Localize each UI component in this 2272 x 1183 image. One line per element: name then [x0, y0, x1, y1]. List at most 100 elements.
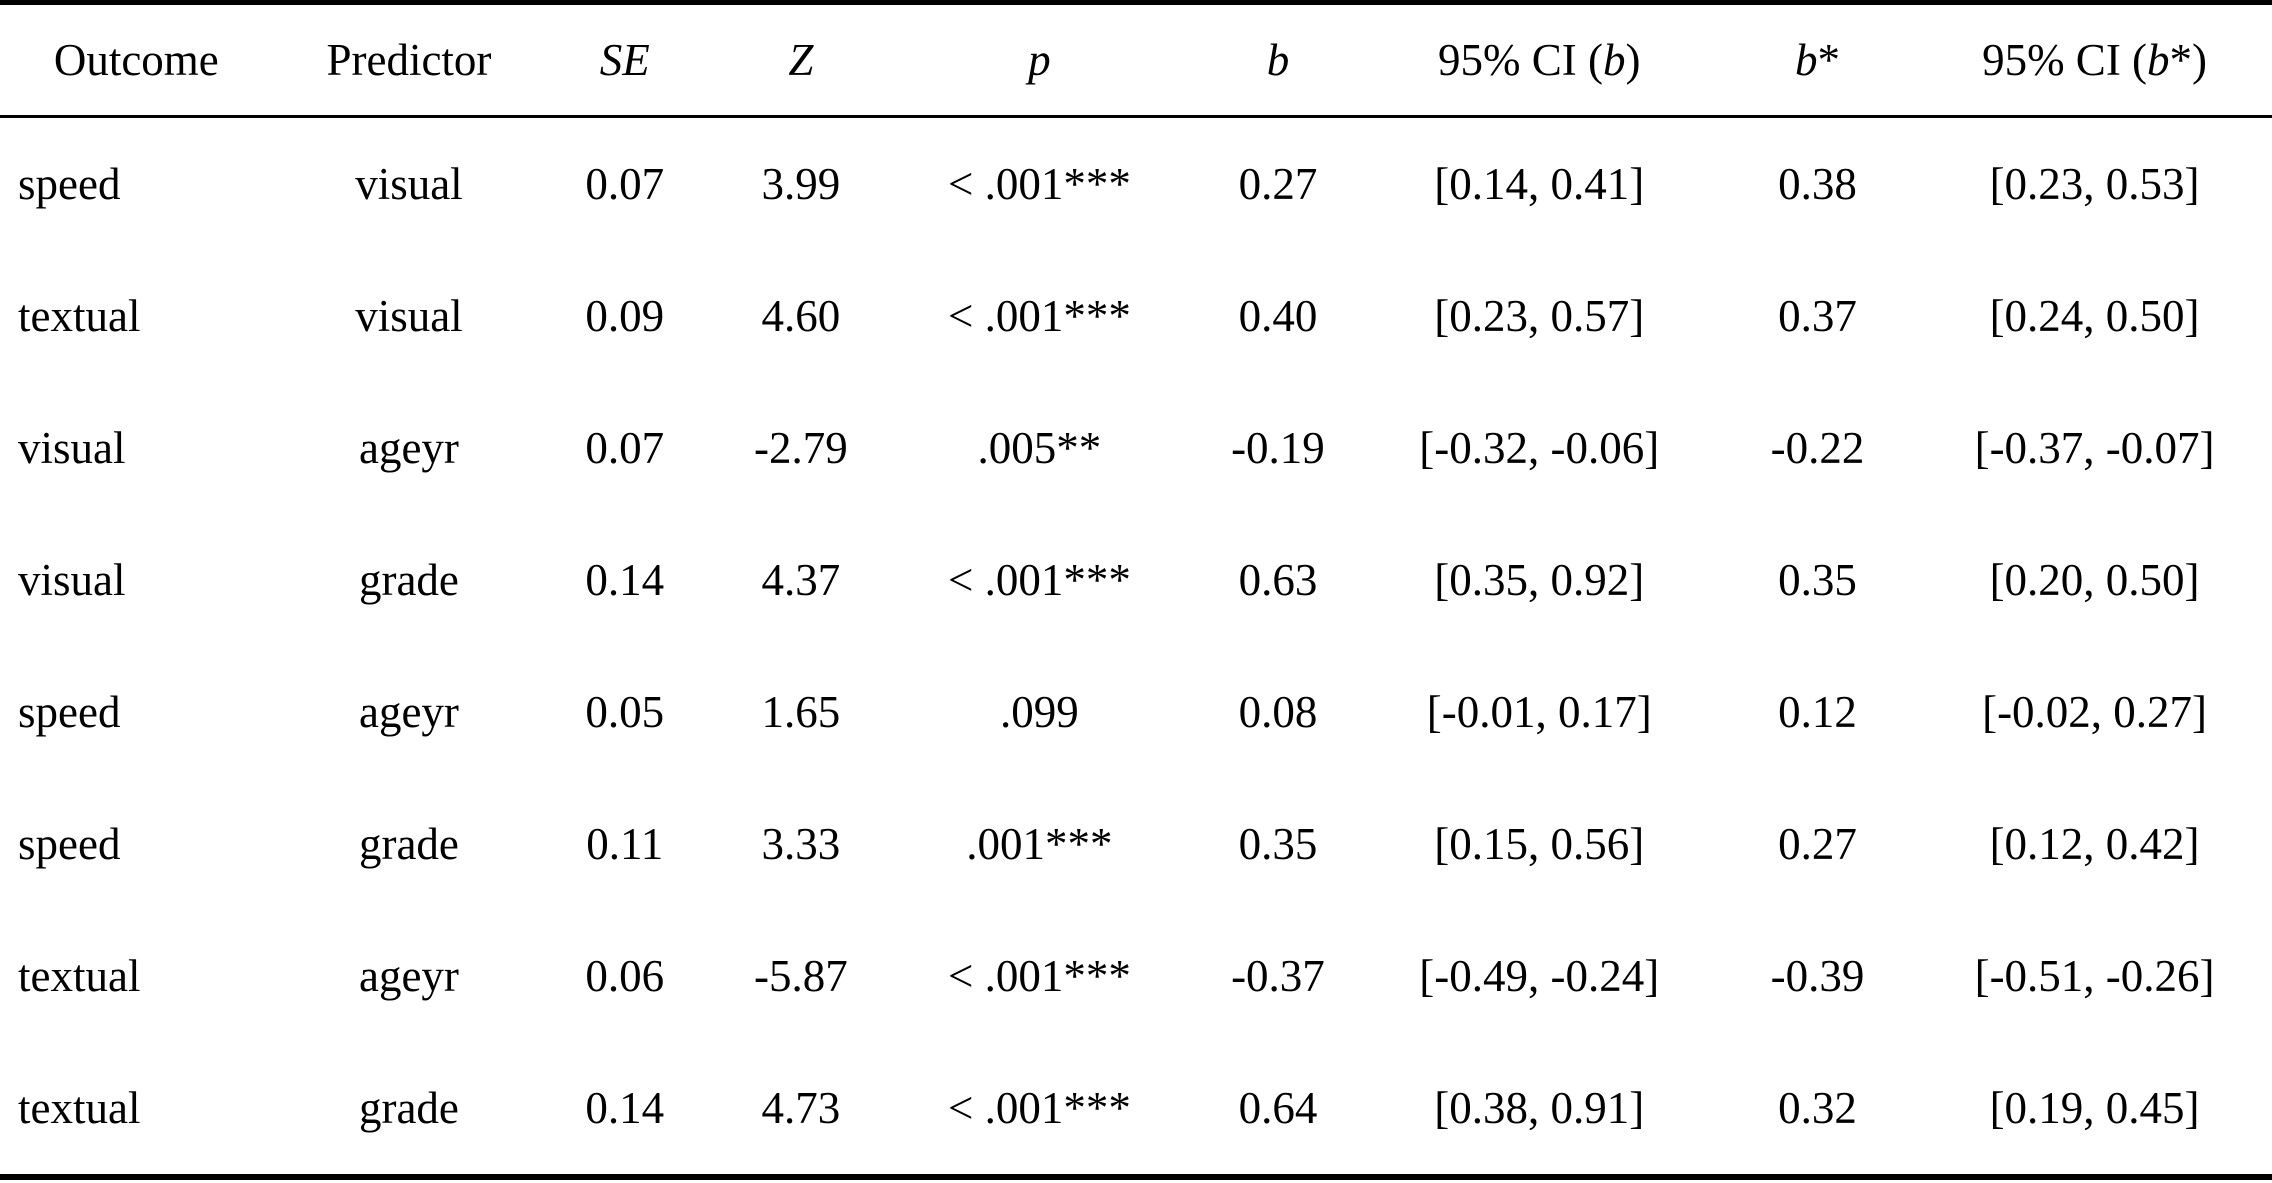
cell-ci_b: [0.15, 0.56]: [1434, 819, 1645, 869]
col-header-ci-b-star-prefix: 95% CI (: [1982, 35, 2148, 85]
cell-outcome: textual: [18, 951, 141, 1001]
cell-b_star: 0.32: [1703, 1042, 1932, 1180]
cell-ci_b: [0.35, 0.92]: [1434, 555, 1645, 605]
cell-ci_b_star: [0.12, 0.42]: [1989, 819, 2200, 869]
cell-z: 1.65: [761, 687, 841, 737]
cell-predictor: grade: [358, 555, 459, 605]
cell-ci_b_star: [0.19, 0.45]: [1931, 1042, 2272, 1180]
cell-predictor: ageyr: [358, 951, 459, 1001]
col-header-b-star-var: b: [1795, 35, 1818, 85]
cell-predictor: ageyr: [358, 423, 459, 473]
cell-ci_b_star: [-0.37, -0.07]: [1974, 423, 2215, 473]
cell-p: .005**: [977, 423, 1102, 473]
col-header-b-star: b*: [1703, 0, 1932, 118]
cell-se: 0.11: [586, 819, 664, 869]
cell-ci_b: [-0.01, 0.17]: [1426, 687, 1652, 737]
table-row: textual grade 0.14 4.73 < .001*** 0.64 [0.38, …: [0, 1042, 2272, 1180]
cell-predictor: visual: [355, 159, 463, 209]
cell-p: .001***: [966, 819, 1113, 869]
table-row: speed ageyr 0.05 1.65 .099 0.08 [-0.01, 0.17] 0…: [0, 646, 2272, 778]
cell-se: 0.07: [585, 423, 665, 473]
col-header-se-label: SE: [599, 35, 650, 85]
cell-b_star: 0.35: [1778, 555, 1857, 605]
cell-p: < .001***: [947, 951, 1131, 1001]
cell-predictor: grade: [358, 819, 459, 869]
cell-ci_b_star: [0.23, 0.53]: [1989, 159, 2200, 209]
cell-ci_b: [0.38, 0.91]: [1374, 1042, 1704, 1180]
cell-b: 0.64: [1181, 1042, 1375, 1180]
cell-p: < .001***: [897, 1042, 1182, 1180]
cell-b: 0.63: [1238, 555, 1318, 605]
cell-se: 0.14: [545, 1042, 705, 1180]
col-header-predictor: Predictor: [272, 0, 546, 118]
cell-outcome: visual: [18, 423, 126, 473]
cell-se: 0.05: [585, 687, 665, 737]
cell-ci_b_star: [0.20, 0.50]: [1989, 555, 2200, 605]
cell-z: 3.99: [761, 159, 841, 209]
col-header-p-label: p: [1028, 35, 1051, 85]
cell-z: 4.37: [761, 555, 841, 605]
cell-p: < .001***: [947, 291, 1131, 341]
col-header-p: p: [897, 0, 1182, 118]
cell-ci_b: [-0.32, -0.06]: [1419, 423, 1660, 473]
cell-se: 0.07: [585, 159, 665, 209]
cell-se: 0.06: [585, 951, 665, 1001]
cell-p: < .001***: [947, 555, 1131, 605]
col-header-ci-b-star-suffix: *): [2169, 35, 2208, 85]
cell-predictor: visual: [355, 291, 463, 341]
table-row: visual ageyr 0.07 -2.79 .005** -0.19 [-0.32, -…: [0, 382, 2272, 514]
cell-predictor: ageyr: [358, 687, 459, 737]
cell-se: 0.14: [585, 555, 665, 605]
cell-b: 0.27: [1238, 159, 1318, 209]
cell-z: 4.73: [704, 1042, 898, 1180]
cell-ci_b_star: [-0.02, 0.27]: [1982, 687, 2208, 737]
cell-outcome: speed: [18, 159, 121, 209]
col-header-b-label: b: [1266, 35, 1290, 85]
cell-ci_b_star: [-0.51, -0.26]: [1974, 951, 2215, 1001]
col-header-predictor-label: Predictor: [326, 35, 492, 85]
cell-b_star: 0.12: [1778, 687, 1857, 737]
cell-z: 3.33: [761, 819, 841, 869]
col-header-se: SE: [545, 0, 705, 118]
col-header-ci-b: 95% CI (b): [1374, 0, 1704, 118]
col-header-ci-b-star: 95% CI (b*): [1931, 0, 2272, 118]
cell-p: < .001***: [947, 159, 1131, 209]
cell-b: 0.40: [1238, 291, 1318, 341]
col-header-ci-b-prefix: 95% CI (: [1437, 35, 1603, 85]
cell-b_star: 0.37: [1778, 291, 1857, 341]
cell-p: .099: [1000, 687, 1079, 737]
col-header-outcome: Outcome: [0, 0, 273, 118]
col-header-z-label: Z: [788, 35, 814, 85]
col-header-z: Z: [704, 0, 898, 118]
cell-outcome: speed: [18, 819, 121, 869]
col-header-b: b: [1181, 0, 1375, 118]
cell-ci_b: [0.14, 0.41]: [1434, 159, 1645, 209]
col-header-ci-b-var: b: [1602, 35, 1626, 85]
cell-b_star: -0.39: [1770, 951, 1865, 1001]
cell-predictor: grade: [272, 1042, 546, 1180]
col-header-ci-b-suffix: ): [1625, 35, 1641, 85]
cell-ci_b_star: [0.24, 0.50]: [1989, 291, 2200, 341]
cell-b_star: 0.27: [1778, 819, 1857, 869]
col-header-outcome-label: Outcome: [53, 35, 219, 85]
cell-outcome: speed: [18, 687, 121, 737]
table-body: speed visual 0.07 3.99 < .001*** 0.27 [0.14, 0…: [0, 117, 2272, 1180]
cell-b_star: -0.22: [1770, 423, 1865, 473]
col-header-b-star-mark: *: [1817, 35, 1841, 85]
cell-z: -2.79: [753, 423, 848, 473]
col-header-ci-b-star-var: b: [2147, 35, 2170, 85]
table-row: textual ageyr 0.06 -5.87 < .001*** -0.37 [-0.4…: [0, 910, 2272, 1042]
table-row: visual grade 0.14 4.37 < .001*** 0.63 [0.35, 0…: [0, 514, 2272, 646]
table-row: speed grade 0.11 3.33 .001*** 0.35 [0.15, 0.56…: [0, 778, 2272, 910]
cell-b: 0.35: [1238, 819, 1318, 869]
table-row: speed visual 0.07 3.99 < .001*** 0.27 [0.14, 0…: [0, 117, 2272, 251]
cell-outcome: textual: [18, 291, 141, 341]
cell-z: 4.60: [761, 291, 841, 341]
table-row: textual visual 0.09 4.60 < .001*** 0.40 [0.23,…: [0, 250, 2272, 382]
cell-outcome: visual: [18, 555, 126, 605]
cell-b: -0.37: [1231, 951, 1325, 1001]
cell-b: 0.08: [1238, 687, 1318, 737]
cell-z: -5.87: [753, 951, 848, 1001]
cell-b: -0.19: [1231, 423, 1325, 473]
cell-ci_b: [-0.49, -0.24]: [1419, 951, 1660, 1001]
